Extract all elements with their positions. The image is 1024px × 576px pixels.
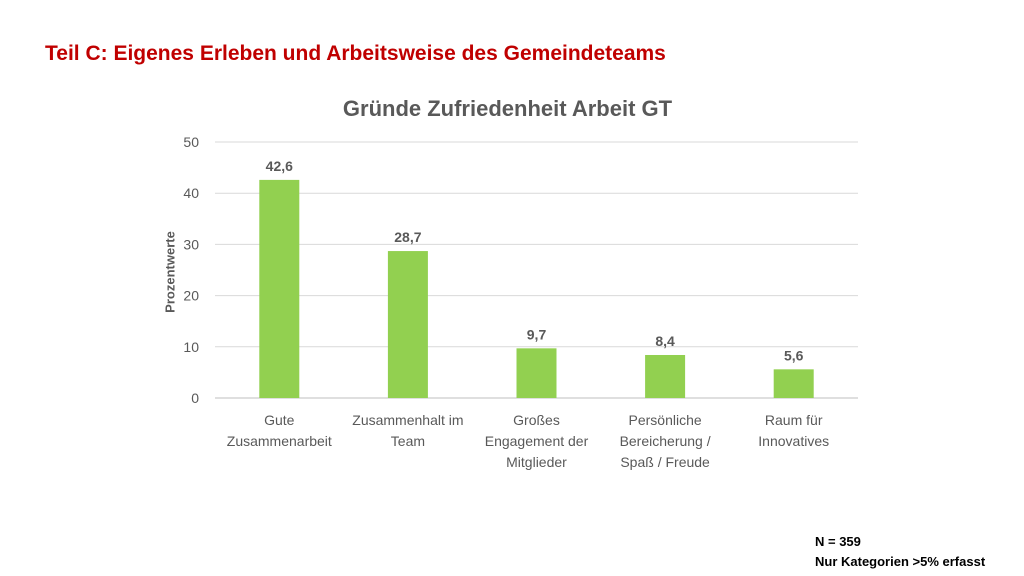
y-tick-label: 50 <box>183 134 199 150</box>
x-tick-label-line: Innovatives <box>758 433 829 449</box>
x-tick-label-line: Großes <box>513 412 560 428</box>
bar <box>259 179 300 398</box>
x-tick-label: Zusammenhalt im Team <box>352 412 463 449</box>
x-tick-label-line: Engagement der <box>485 433 589 449</box>
category-threshold-note: Nur Kategorien >5% erfasst <box>815 554 986 569</box>
footnote: N = 359 Nur Kategorien >5% erfasst <box>815 532 985 572</box>
y-tick-label: 30 <box>183 236 199 252</box>
x-tick-label-line: Bereicherung / <box>620 433 711 449</box>
x-tick-label-line: Mitglieder <box>506 454 567 470</box>
data-labels: 42,6 28,7 9,7 8,4 5,6 <box>266 158 804 363</box>
chart-title: Gründe Zufriedenheit Arbeit GT <box>342 96 673 121</box>
data-label: 42,6 <box>266 158 293 174</box>
x-tick-label-line: Zusammenhalt im <box>352 412 463 428</box>
x-tick-label-line: Raum für <box>765 412 823 428</box>
x-tick-label-line: Team <box>391 433 425 449</box>
y-tick-label: 40 <box>183 185 199 201</box>
x-tick-label-line: Gute <box>264 412 295 428</box>
data-label: 8,4 <box>655 333 675 349</box>
x-tick-label: Gute Zusammenarbeit <box>227 412 332 449</box>
bars <box>259 179 814 398</box>
x-tick-label-line: Spaß / Freude <box>620 454 710 470</box>
y-tick-labels: 0 10 20 30 40 50 <box>183 134 199 406</box>
bar <box>387 251 428 398</box>
bar <box>645 354 686 398</box>
x-tick-label: Raum für Innovatives <box>758 412 829 449</box>
x-tick-label: Persönliche Bereicherung / Spaß / Freude <box>620 412 711 470</box>
data-label: 5,6 <box>784 347 804 363</box>
y-tick-label: 0 <box>191 390 199 406</box>
slide-title: Teil C: Eigenes Erleben und Arbeitsweise… <box>45 42 666 65</box>
y-tick-label: 10 <box>183 339 199 355</box>
x-tick-label: Großes Engagement der Mitglieder <box>485 412 589 470</box>
sample-size-note: N = 359 <box>815 534 861 549</box>
x-tick-label-line: Persönliche <box>629 412 702 428</box>
x-tick-labels: Gute Zusammenarbeit Zusammenhalt im Team Gro… <box>227 412 829 470</box>
y-tick-label: 20 <box>183 288 199 304</box>
x-tick-label-line: Zusammenarbeit <box>227 433 332 449</box>
data-label: 28,7 <box>394 229 421 245</box>
data-label: 9,7 <box>527 326 547 342</box>
bar <box>516 348 557 398</box>
bar <box>773 369 814 398</box>
